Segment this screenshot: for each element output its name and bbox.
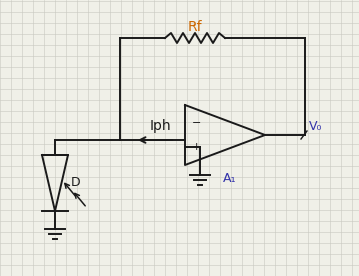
Text: V₀: V₀ (309, 121, 322, 134)
Text: A₁: A₁ (223, 172, 237, 185)
Text: D: D (71, 176, 81, 190)
Text: Iph: Iph (149, 119, 171, 133)
Text: Rf: Rf (188, 20, 202, 34)
Text: +: + (192, 142, 201, 152)
Text: −: − (192, 118, 201, 128)
